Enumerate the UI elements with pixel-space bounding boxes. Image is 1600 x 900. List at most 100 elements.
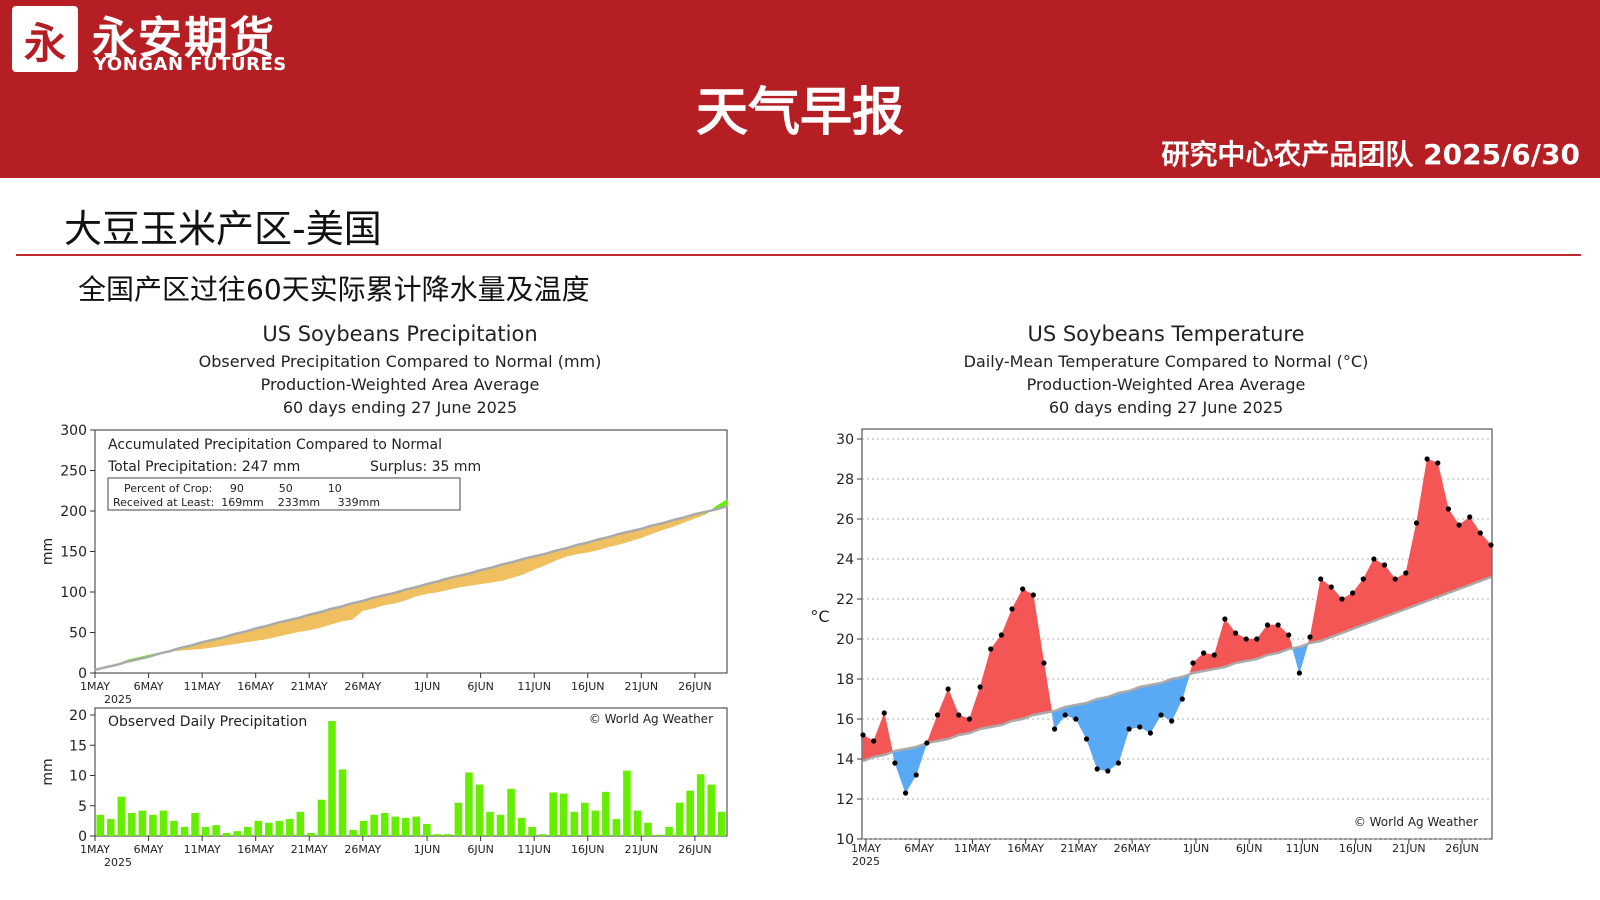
precip-chart-subtitle-1: Observed Precipitation Compared to Norma… bbox=[199, 352, 602, 371]
daily-precip-bar bbox=[454, 802, 463, 836]
temp-anomaly-segment bbox=[1363, 558, 1375, 626]
brand-name-cn: 永安期货 bbox=[92, 13, 276, 64]
inset-table-box bbox=[107, 477, 461, 511]
acc-diff-segment bbox=[405, 586, 417, 601]
temp-observed-point bbox=[1179, 696, 1185, 702]
temp-ytick-label: 12 bbox=[836, 792, 854, 808]
temp-anomaly-segment bbox=[1426, 458, 1439, 602]
daily-precip-bar bbox=[559, 793, 568, 836]
acc-diff-segment bbox=[351, 600, 364, 621]
daily-xtick-label: 6MAY bbox=[134, 843, 164, 856]
temp-anomaly-segment bbox=[1352, 578, 1364, 630]
section-title: 大豆玉米产区-美国 bbox=[64, 207, 382, 251]
acc-diff-segment bbox=[308, 611, 321, 631]
temp-anomaly-segment bbox=[1054, 706, 1066, 730]
acc-diff-segment bbox=[458, 573, 471, 588]
temp-observed-point bbox=[1105, 768, 1111, 774]
acc-diff-segment bbox=[169, 647, 181, 652]
acc-diff-segment bbox=[212, 637, 224, 648]
daily-ytick-label: 5 bbox=[78, 799, 87, 815]
acc-xtick-label: 6MAY bbox=[134, 680, 164, 693]
acc-diff-segment bbox=[298, 614, 310, 632]
temp-anomaly-segment bbox=[958, 714, 970, 736]
logo-glyph: 永 bbox=[23, 19, 66, 68]
daily-precip-bar bbox=[233, 831, 241, 836]
acc-diff-segment bbox=[533, 553, 546, 570]
daily-precip-bar bbox=[675, 802, 684, 836]
temp-anomaly-segment bbox=[1001, 608, 1013, 726]
acc-ytick-label: 250 bbox=[60, 464, 87, 480]
acc-ytick-label: 50 bbox=[69, 626, 87, 642]
acc-year-label: 2025 bbox=[104, 693, 132, 706]
brand-name-en: YONGAN FUTURES bbox=[94, 54, 287, 75]
temp-anomaly-segment bbox=[862, 734, 874, 762]
acc-diff-segment bbox=[566, 544, 578, 557]
acc-diff-segment bbox=[512, 558, 524, 578]
temp-observed-point bbox=[1190, 660, 1196, 666]
daily-precip-bar bbox=[159, 810, 168, 836]
temp-observed-point bbox=[977, 684, 983, 690]
acc-diff-segment bbox=[416, 583, 428, 597]
acc-diff-segment bbox=[373, 594, 385, 609]
daily-precip-bar bbox=[349, 829, 357, 836]
daily-precip-credit: © World Ag Weather bbox=[589, 712, 713, 726]
acc-diff-segment bbox=[491, 564, 503, 583]
acc-xtick-label: 6JUN bbox=[467, 680, 494, 693]
temp-ytick-label: 22 bbox=[836, 592, 854, 608]
acc-diff-segment bbox=[180, 645, 192, 651]
temp-observed-point bbox=[1318, 576, 1324, 582]
daily-precip-bar bbox=[528, 826, 536, 836]
acc-xtick-label: 16JUN bbox=[571, 680, 605, 693]
temp-observed-point bbox=[934, 712, 941, 718]
temp-observed-point bbox=[1381, 562, 1388, 568]
acc-diff-segment bbox=[276, 620, 289, 637]
precip-chart-title: US Soybeans Precipitation bbox=[262, 322, 537, 346]
temp-plot-frame bbox=[861, 428, 1493, 840]
daily-precip-bar bbox=[686, 790, 694, 836]
temp-anomaly-segment bbox=[1203, 652, 1215, 672]
daily-precip-bar bbox=[612, 819, 621, 836]
temp-anomaly-segment bbox=[1394, 572, 1407, 614]
acc-diff-segment bbox=[694, 511, 706, 519]
daily-xtick-label: 26MAY bbox=[344, 843, 381, 856]
precip-chart-subtitle-2: Production-Weighted Area Average bbox=[261, 375, 540, 394]
acc-ytick-label: 100 bbox=[60, 585, 87, 601]
daily-precip-bar bbox=[391, 816, 399, 836]
temp-anomaly-segment bbox=[1150, 682, 1162, 734]
daily-precip-bar bbox=[444, 834, 452, 836]
acc-normal-line bbox=[94, 504, 728, 671]
inset-surplus: Surplus: 35 mm bbox=[370, 459, 481, 475]
acc-xtick-label: 26JUN bbox=[678, 680, 712, 693]
temp-anomaly-segment bbox=[884, 712, 893, 756]
temp-anomaly-segment bbox=[1051, 710, 1055, 730]
daily-precip-bar bbox=[96, 814, 105, 836]
yongan-logo-icon: 永 bbox=[12, 6, 78, 72]
temp-observed-point bbox=[1403, 570, 1409, 576]
temp-xtick-label: 21MAY bbox=[1060, 842, 1097, 855]
temp-observed-point bbox=[913, 772, 919, 778]
acc-diff-segment bbox=[544, 550, 556, 566]
temp-observed-point bbox=[1222, 616, 1228, 622]
inset-title: Accumulated Precipitation Compared to No… bbox=[108, 437, 442, 453]
acc-diff-segment bbox=[630, 528, 642, 542]
temp-anomaly-segment bbox=[1096, 696, 1109, 772]
daily-xtick-label: 26JUN bbox=[678, 843, 712, 856]
acc-diff-segment bbox=[244, 628, 256, 643]
acc-diff-segment bbox=[266, 622, 278, 640]
temp-anomaly-segment bbox=[894, 748, 906, 794]
acc-ytick-label: 300 bbox=[60, 423, 87, 439]
temp-observed-point bbox=[1286, 632, 1292, 638]
acc-diff-segment bbox=[587, 539, 599, 553]
temp-observed-point bbox=[1488, 542, 1494, 548]
temp-anomaly-segment bbox=[1214, 618, 1226, 670]
inset-table-row2: Received at Least: 169mm 233mm 339mm bbox=[113, 496, 380, 509]
temp-anomaly-segment bbox=[1277, 624, 1290, 654]
daily-precip-bar bbox=[128, 813, 136, 836]
daily-precip-bar bbox=[138, 810, 147, 836]
daily-precip-plot: 0 5 10 15 20 mm 1MAY 6MAY 11MAY 16MAY 21MAY 26MAY 1J… bbox=[40, 707, 728, 869]
acc-diff-segment bbox=[319, 608, 331, 628]
temp-anomaly-segment bbox=[1245, 638, 1258, 662]
daily-precip-bar bbox=[538, 834, 547, 836]
temp-anomaly-segment bbox=[1064, 704, 1077, 720]
acc-diff-segment bbox=[501, 561, 514, 581]
